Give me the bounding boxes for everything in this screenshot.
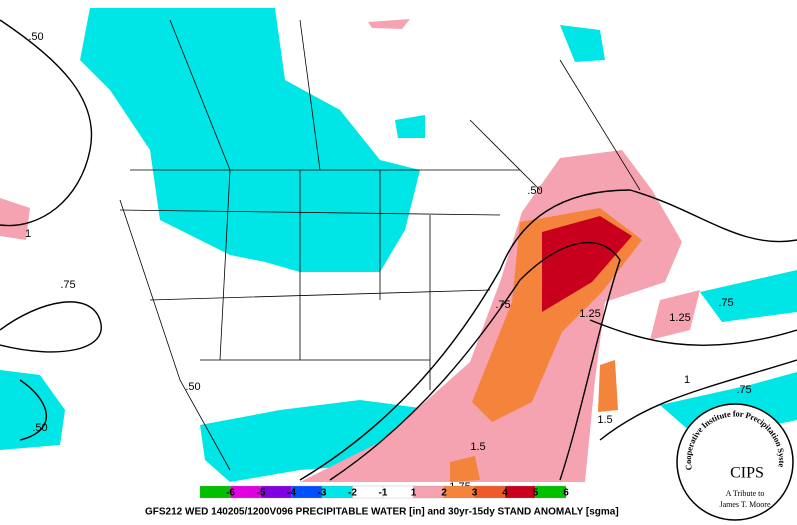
contour-label: 1.25 [579,308,600,320]
logo-ring [676,403,794,521]
colorbar-label: 5 [533,488,539,499]
colorbar-label: -4 [287,488,296,499]
negative-anomaly [80,8,420,272]
positive-anomaly [0,198,30,240]
negative-anomaly [700,270,797,322]
colorbar-label: -5 [257,488,266,499]
extreme-anomaly [542,216,632,312]
contour-line [0,19,93,227]
negative-anomaly [560,25,605,62]
colorbar-label: -6 [226,488,235,499]
logo-name: CIPS [730,465,764,482]
contour-label: .75 [736,384,751,396]
contour-label: .50 [28,31,43,43]
colorbar-label: 4 [502,488,508,499]
contour-label: 1.25 [669,312,690,324]
colorbar-label: -3 [318,488,327,499]
border-lines [119,19,641,471]
colorbar-segment [474,485,506,499]
contour-label: .75 [495,299,510,311]
contour-label: .75 [718,297,733,309]
colorbar-label: 2 [441,488,447,499]
colorbar-label: -2 [348,488,357,499]
colorbar-segment [443,485,475,499]
colorbar-label: 3 [472,488,478,499]
positive-anomaly [368,19,410,29]
contour-line [599,359,797,441]
colorbar-label: 1 [411,488,417,499]
contour-line [329,241,621,481]
strong-anomaly [450,456,480,482]
map-title: GFS212 WED 140205/1200V096 PRECIPITABLE … [145,507,619,518]
colorbar-segment [413,485,445,499]
colorbar-segment [535,485,567,499]
contour-label: .75 [60,279,75,291]
contour-label: 1.5 [470,441,485,453]
strong-anomaly [598,360,618,412]
contour-line [0,301,102,353]
colorbar-segment [382,485,414,499]
logo-person: James T. Moore [719,500,770,509]
colorbar-segment [504,485,536,499]
contour-label: .50 [32,422,47,434]
contours [0,19,797,481]
negative-anomaly [0,370,65,450]
colorbar-label: -1 [379,488,388,499]
logo-tribute: A Tribute to [726,489,765,498]
contour-line [19,379,48,441]
contour-label: 1 [25,228,31,240]
positive-anomaly [650,290,700,340]
contour-label: .50 [527,185,542,197]
contour-label: .50 [185,381,200,393]
contour-label: 1.5 [597,414,612,426]
contour-label: 1 [684,374,690,386]
contour-line [299,189,797,481]
borders [119,19,641,471]
colorbar-label: 6 [563,488,569,499]
negative-anomaly [395,115,425,138]
contour-line [589,319,797,346]
colorbar: -6 -5 -4 -3 -2 -1 1 2 3 4 5 6 [199,485,569,499]
